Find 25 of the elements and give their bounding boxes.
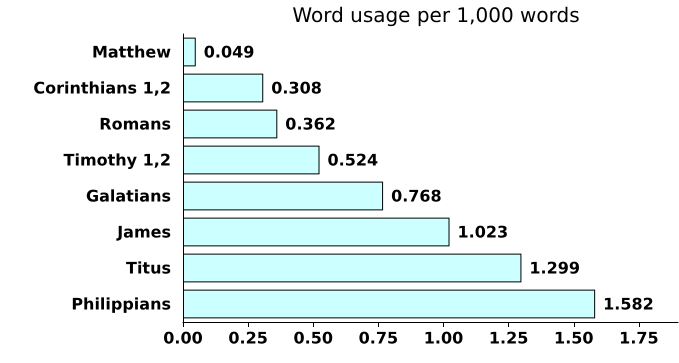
y-tick-label: Matthew — [92, 42, 172, 62]
y-tick-label: Timothy 1,2 — [64, 150, 171, 170]
x-tick-label: 1.75 — [619, 328, 659, 348]
x-tick-label: 1.00 — [424, 328, 464, 348]
y-tick-label: Philippians — [71, 294, 171, 314]
chart-title: Word usage per 1,000 words — [292, 3, 580, 27]
y-tick-label: Corinthians 1,2 — [33, 78, 171, 98]
x-tick-label: 0.50 — [294, 328, 334, 348]
y-tick-label: James — [116, 222, 171, 242]
y-tick-label: Galatians — [86, 186, 171, 206]
x-tick-label: 0.25 — [228, 328, 268, 348]
x-tick-label: 0.75 — [358, 328, 398, 348]
data-label: 0.308 — [271, 78, 322, 98]
data-label: 1.023 — [458, 222, 508, 242]
y-tick-label: Romans — [99, 114, 171, 134]
x-tick-label: 1.50 — [554, 328, 594, 348]
data-label: 0.362 — [285, 114, 336, 134]
data-label: 0.768 — [391, 186, 442, 206]
data-label: 0.049 — [204, 42, 254, 62]
data-label: 0.524 — [328, 150, 378, 170]
x-tick-label: 0.00 — [163, 328, 203, 348]
x-tick-label: 1.25 — [488, 328, 528, 348]
data-label: 1.299 — [529, 258, 580, 278]
y-tick-label: Titus — [126, 258, 171, 278]
data-label: 1.582 — [603, 294, 654, 314]
